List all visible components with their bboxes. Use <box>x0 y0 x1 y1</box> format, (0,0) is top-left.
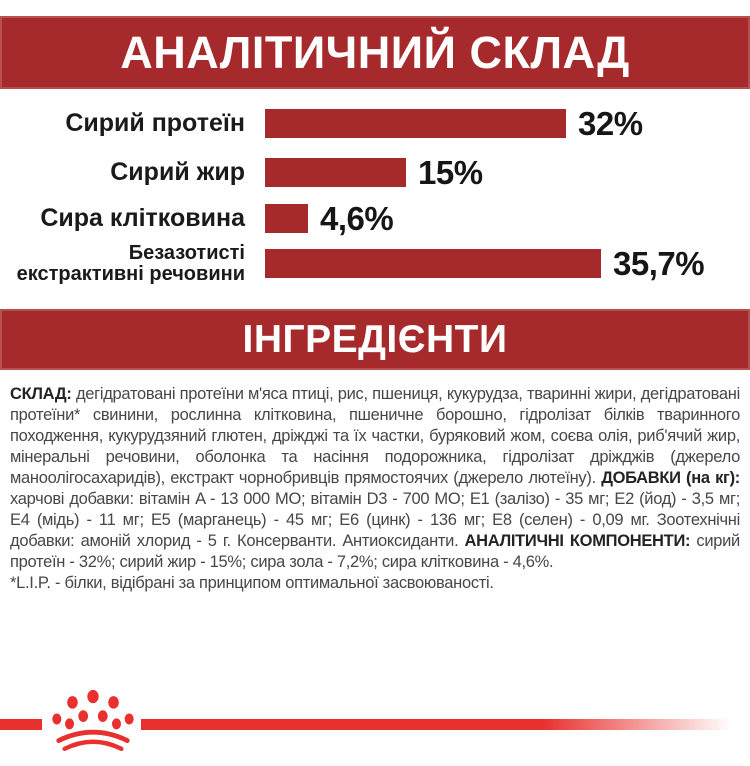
bar-label-crude-protein: Сирий протеїн <box>65 109 245 137</box>
bar-crude-fat <box>265 158 406 187</box>
royal-canin-crown-icon <box>52 689 134 752</box>
bar-value-crude-fat: 15% <box>418 153 483 191</box>
composition-run: харчові добавки: вітамін A - 13 000 МО; … <box>10 490 740 550</box>
composition-bold-run: СКЛАД: <box>10 385 72 403</box>
label-panel: АНАЛІТИЧНИЙ СКЛАД Сирий протеїн 32% Сири… <box>0 16 750 766</box>
composition-text: СКЛАД: дегідратовані протеїни м'яса птиц… <box>10 384 740 573</box>
bar-value-crude-protein: 32% <box>578 104 643 142</box>
red-divider-left <box>0 719 42 730</box>
analytical-composition-chart: Сирий протеїн 32% Сирий жир 15% Сира клі… <box>0 99 750 287</box>
analytical-composition-header: АНАЛІТИЧНИЙ СКЛАД <box>0 16 750 89</box>
chart-row: Сира клітковина 4,6% <box>0 197 750 240</box>
composition-run: сирий протеїн - 32%; сирий жир - 15%; си… <box>10 532 740 571</box>
analytical-composition-title: АНАЛІТИЧНИЙ СКЛАД <box>120 26 630 78</box>
composition-run: дегідратовані протеїни м'яса птиці, рис,… <box>10 385 740 487</box>
bar-label-crude-fiber: Сира клітковина <box>40 204 245 232</box>
composition-bold-run: ДОБАВКИ (на кг): <box>601 469 740 487</box>
bar-crude-fiber <box>265 204 308 233</box>
chart-row: Сирий протеїн 32% <box>0 99 750 148</box>
bar-crude-protein <box>265 109 566 138</box>
lip-footnote: *L.I.P. - білки, відібрані за принципом … <box>10 574 494 592</box>
chart-row: Безазотисті екстрактивні речовини 35,7% <box>0 240 750 287</box>
bar-value-nitrogen-free-extractives: 35,7% <box>613 244 705 282</box>
chart-row: Сирий жир 15% <box>0 148 750 197</box>
bar-nitrogen-free-extractives <box>265 249 601 278</box>
red-divider-right <box>141 719 750 730</box>
bar-label-nitrogen-free-extractives: Безазотисті екстрактивні речовини <box>16 241 245 285</box>
bar-value-crude-fiber: 4,6% <box>320 199 394 237</box>
ingredients-title: ІНГРЕДІЄНТИ <box>242 317 508 361</box>
ingredients-header: ІНГРЕДІЄНТИ <box>0 309 750 370</box>
composition-bold-run: АНАЛІТИЧНІ КОМПОНЕНТИ: <box>464 532 691 550</box>
bar-label-crude-fat: Сирий жир <box>110 158 245 186</box>
